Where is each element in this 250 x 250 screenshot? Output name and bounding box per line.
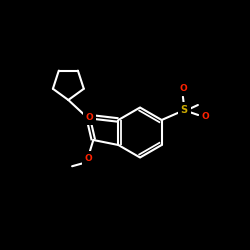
- Text: O: O: [86, 113, 94, 122]
- Text: S: S: [180, 105, 188, 115]
- Text: O: O: [84, 154, 92, 163]
- Text: O: O: [179, 84, 187, 93]
- Text: O: O: [202, 112, 209, 121]
